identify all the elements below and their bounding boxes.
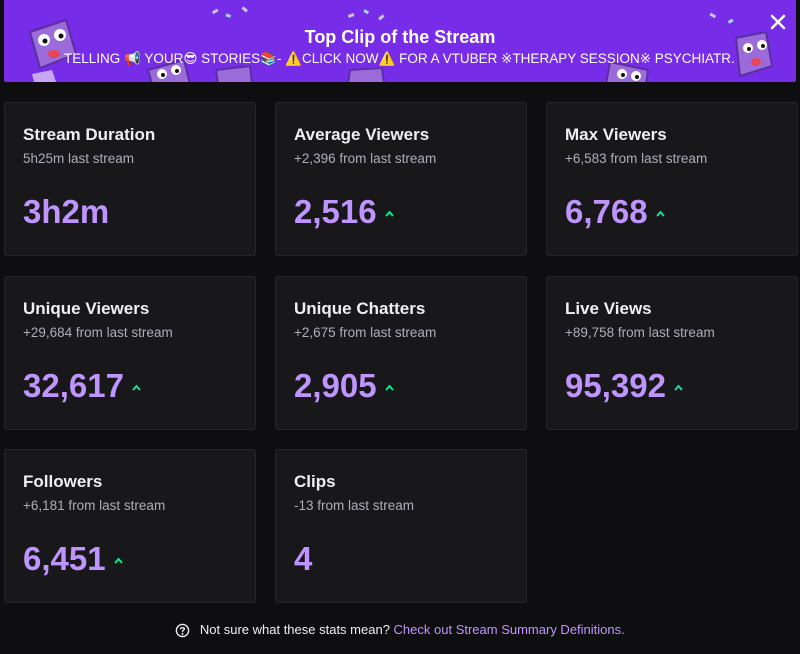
stat-value: 3h2m bbox=[23, 193, 110, 230]
stat-value: 95,392 bbox=[565, 367, 666, 404]
stat-card-unique-viewers: Unique Viewers +29,684 from last stream 32… bbox=[4, 276, 256, 430]
stat-value-row: 32,617 bbox=[23, 367, 141, 405]
top-clip-banner[interactable]: Top Clip of the Stream TELLING 📢 YOUR😎 S… bbox=[4, 0, 796, 82]
stat-label: Live Views bbox=[565, 299, 652, 318]
stat-comparison: -13 from last stream bbox=[294, 498, 415, 513]
stream-summary-definitions-link[interactable]: Check out Stream Summary Definitions. bbox=[393, 622, 625, 637]
stat-label: Max Viewers bbox=[565, 125, 667, 144]
stat-comparison: +29,684 from last stream bbox=[23, 325, 173, 340]
stat-label: Followers bbox=[23, 472, 103, 491]
stat-value-row: 3h2m bbox=[23, 193, 109, 231]
stat-value-row: 6,768 bbox=[565, 193, 665, 231]
banner-clip-title[interactable]: TELLING 📢 YOUR😎 STORIES📚- ⚠️CLICK NOW⚠️ … bbox=[64, 51, 736, 66]
stat-card-followers: Followers +6,181 from last stream 6,451 bbox=[4, 449, 256, 603]
close-icon[interactable] bbox=[768, 12, 788, 32]
stat-value: 4 bbox=[294, 540, 313, 577]
stat-value: 6,768 bbox=[565, 193, 648, 230]
stat-card-max-viewers: Max Viewers +6,583 from last stream 6,768 bbox=[546, 102, 798, 256]
trend-up-icon bbox=[384, 210, 394, 217]
stat-value: 6,451 bbox=[23, 540, 106, 577]
trend-up-icon bbox=[113, 557, 123, 564]
confetti-right-icon bbox=[709, 12, 734, 24]
stat-card-clips: Clips -13 from last stream 4 bbox=[275, 449, 527, 603]
stat-value-row: 2,905 bbox=[294, 367, 394, 405]
banner-title: Top Clip of the Stream bbox=[304, 27, 496, 47]
stat-comparison: +2,396 from last stream bbox=[294, 151, 437, 166]
trend-up-icon bbox=[655, 210, 665, 217]
trend-up-icon bbox=[384, 384, 394, 391]
stat-label: Average Viewers bbox=[294, 125, 430, 144]
help-question-icon bbox=[175, 623, 190, 638]
stat-card-unique-chatters: Unique Chatters +2,675 from last stream 2,… bbox=[275, 276, 527, 430]
emote-right-mid-icon bbox=[605, 62, 650, 82]
stat-value-row: 4 bbox=[294, 540, 312, 578]
stat-label: Unique Viewers bbox=[23, 299, 150, 318]
stat-label: Stream Duration bbox=[23, 125, 156, 144]
help-question-text: Not sure what these stats mean? bbox=[199, 622, 390, 637]
trend-up-icon bbox=[132, 384, 141, 391]
emote-right-icon bbox=[734, 32, 774, 78]
stat-card-stream-duration: Stream Duration 5h25m last stream 3h2m bbox=[4, 102, 256, 256]
stat-value: 2,905 bbox=[294, 367, 377, 404]
stat-comparison: +2,675 from last stream bbox=[294, 325, 437, 340]
stat-label: Unique Chatters bbox=[294, 299, 426, 318]
stats-help-footer: Not sure what these stats mean? Check ou… bbox=[0, 622, 800, 638]
stat-comparison: +6,181 from last stream bbox=[23, 498, 166, 513]
stat-comparison: +89,758 from last stream bbox=[565, 325, 715, 340]
emote-mid-icon bbox=[347, 68, 385, 82]
confetti-center-icon bbox=[347, 9, 385, 21]
stat-label: Clips bbox=[294, 472, 336, 491]
emote-left-icon bbox=[28, 18, 78, 82]
stat-card-average-viewers: Average Viewers +2,396 from last stream 2,… bbox=[275, 102, 527, 256]
stat-comparison: 5h25m last stream bbox=[23, 151, 135, 166]
confetti-icon bbox=[211, 6, 248, 18]
stat-comparison: +6,583 from last stream bbox=[565, 151, 708, 166]
stat-value-row: 2,516 bbox=[294, 193, 394, 231]
trend-up-icon bbox=[674, 384, 683, 391]
emote-center-icon bbox=[214, 66, 253, 82]
stat-card-live-views: Live Views +89,758 from last stream 95,392 bbox=[546, 276, 798, 430]
emote-center-left-icon bbox=[146, 60, 191, 82]
stat-value: 32,617 bbox=[23, 367, 124, 404]
stat-value-row: 95,392 bbox=[565, 367, 683, 405]
stat-value: 2,516 bbox=[294, 193, 377, 230]
stat-value-row: 6,451 bbox=[23, 540, 123, 578]
